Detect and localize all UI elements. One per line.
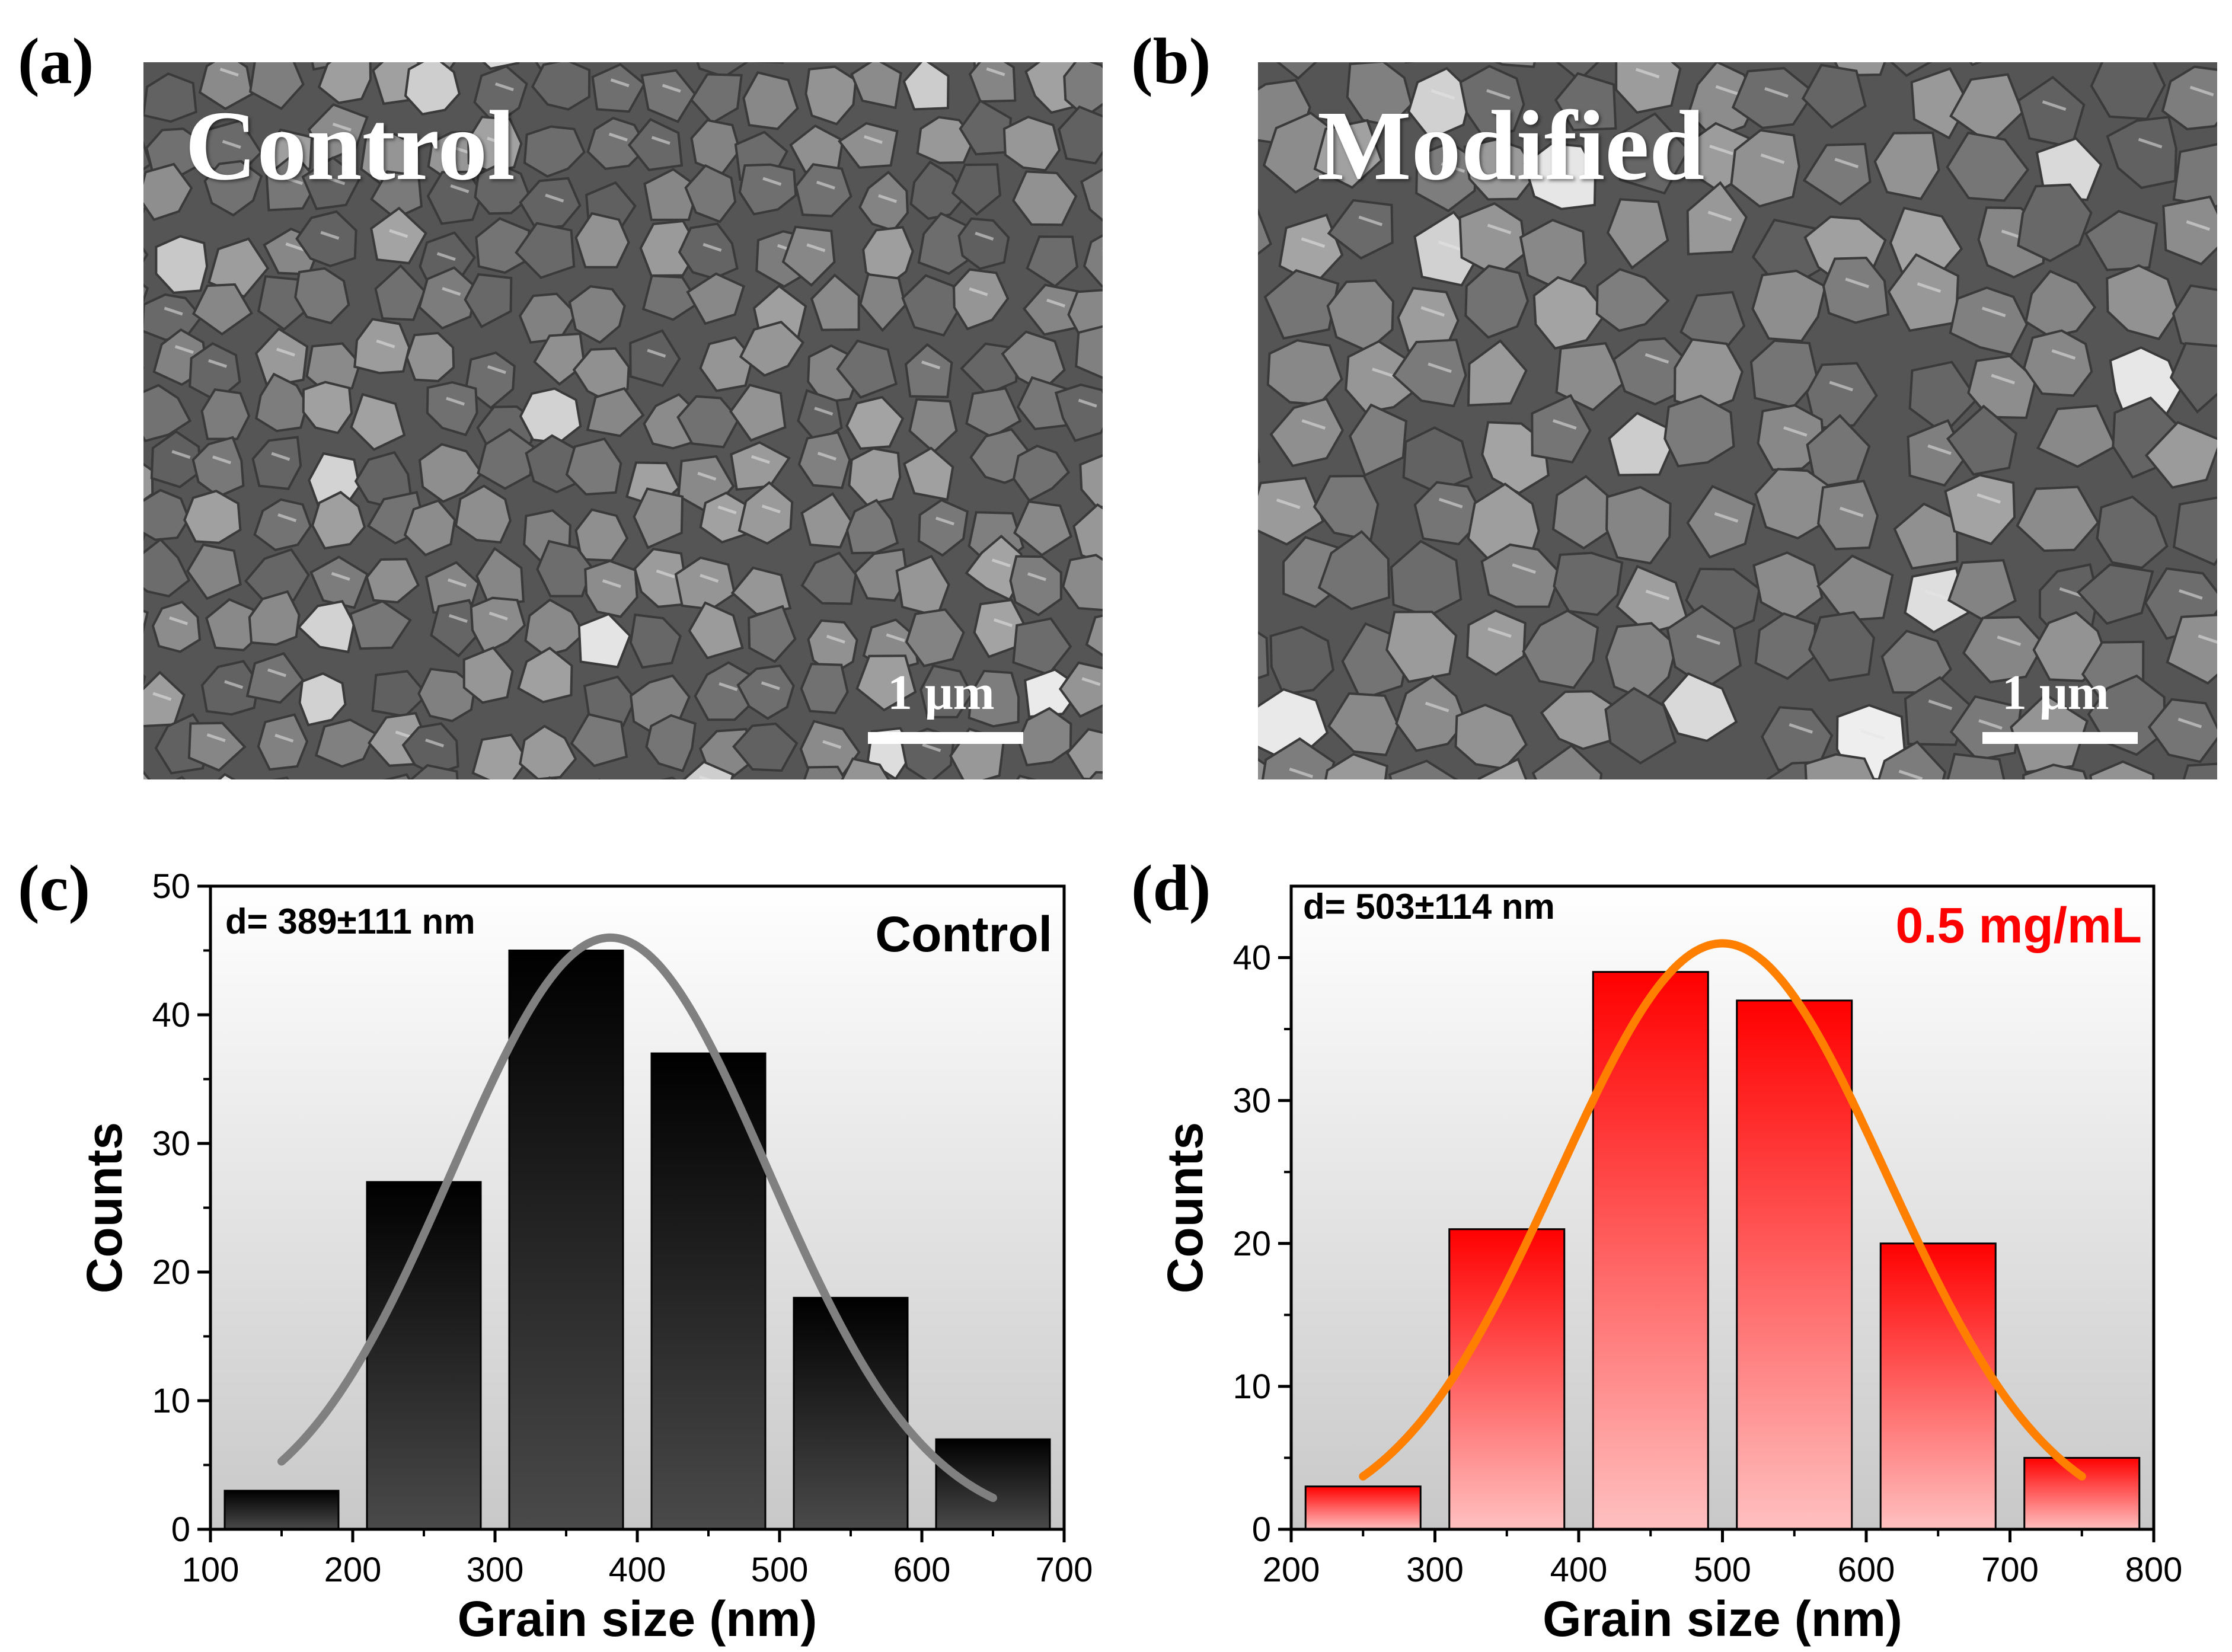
chart-title: Control bbox=[875, 906, 1052, 962]
x-tick-label: 500 bbox=[751, 1551, 809, 1589]
x-tick-label: 200 bbox=[1263, 1551, 1320, 1589]
x-axis-label: Grain size (nm) bbox=[458, 1591, 818, 1647]
y-tick-label: 20 bbox=[152, 1253, 190, 1292]
plot-background bbox=[1291, 886, 2154, 1529]
y-tick-label: 20 bbox=[1232, 1225, 1271, 1263]
y-tick-label: 40 bbox=[1232, 939, 1271, 977]
x-tick-label: 400 bbox=[1550, 1551, 1608, 1589]
panel-label-a: (a) bbox=[18, 25, 94, 97]
scale-bar-modified bbox=[1982, 732, 2138, 744]
x-axis-label: Grain size (nm) bbox=[1543, 1591, 1902, 1647]
x-tick-label: 400 bbox=[609, 1551, 666, 1589]
bar bbox=[935, 1438, 1051, 1530]
y-axis-label: Counts bbox=[1157, 1122, 1213, 1293]
bar bbox=[223, 1490, 340, 1530]
x-tick-label: 300 bbox=[467, 1551, 524, 1589]
x-tick-label: 200 bbox=[324, 1551, 382, 1589]
mean-size-annotation: d= 389±111 nm bbox=[225, 902, 475, 941]
x-tick-label: 800 bbox=[2125, 1551, 2183, 1589]
scale-label-control: 1 μm bbox=[887, 665, 995, 720]
x-tick-label: 700 bbox=[1036, 1551, 1093, 1589]
y-tick-label: 30 bbox=[1232, 1082, 1271, 1120]
bar bbox=[508, 950, 624, 1530]
bar bbox=[1592, 971, 1709, 1530]
x-tick-label: 700 bbox=[1981, 1551, 2039, 1589]
bar bbox=[2023, 1456, 2141, 1530]
y-tick-label: 0 bbox=[1252, 1510, 1271, 1549]
fit-curve bbox=[1359, 939, 2086, 1481]
plot-background bbox=[210, 886, 1064, 1529]
y-tick-label: 40 bbox=[152, 996, 190, 1034]
x-tick-label: 600 bbox=[893, 1551, 951, 1589]
bar bbox=[650, 1052, 767, 1530]
y-tick-label: 0 bbox=[171, 1510, 190, 1549]
sem-image-control: Control 1 μm bbox=[143, 62, 1103, 779]
y-tick-label: 10 bbox=[152, 1382, 190, 1420]
x-tick-label: 100 bbox=[182, 1551, 240, 1589]
y-tick-label: 10 bbox=[1232, 1367, 1271, 1406]
fit-curve bbox=[277, 933, 997, 1502]
histogram-control: 100 200 300 400 500 600 700 0 10 20 30 40 50 Grain si… bbox=[76, 867, 1093, 1647]
bar bbox=[1736, 999, 1853, 1530]
histogram-modified: 200 300 400 500 600 700 800 0 10 20 30 40 Grain size… bbox=[1157, 884, 2183, 1647]
mean-size-annotation: d= 503±114 nm bbox=[1303, 887, 1555, 926]
x-tick-label: 300 bbox=[1406, 1551, 1464, 1589]
y-tick-label: 50 bbox=[152, 867, 190, 906]
sem-title-modified: Modified bbox=[1317, 91, 1705, 201]
sem-image-modified: Modified 1 μm bbox=[1258, 62, 2217, 779]
panel-label-b: (b) bbox=[1131, 25, 1211, 97]
y-axis-label: Counts bbox=[76, 1122, 132, 1293]
y-tick-label: 30 bbox=[152, 1124, 190, 1163]
sem-title-control: Control bbox=[185, 91, 515, 201]
x-tick-label: 600 bbox=[1838, 1551, 1895, 1589]
panel-label-d: (d) bbox=[1131, 852, 1211, 924]
panel-label-c: (c) bbox=[18, 852, 91, 924]
x-tick-label: 500 bbox=[1694, 1551, 1751, 1589]
bar bbox=[1304, 1485, 1422, 1530]
chart-title: 0.5 mg/mL bbox=[1896, 897, 2142, 953]
scale-label-modified: 1 μm bbox=[2002, 665, 2109, 720]
scale-bar-control bbox=[868, 732, 1023, 744]
